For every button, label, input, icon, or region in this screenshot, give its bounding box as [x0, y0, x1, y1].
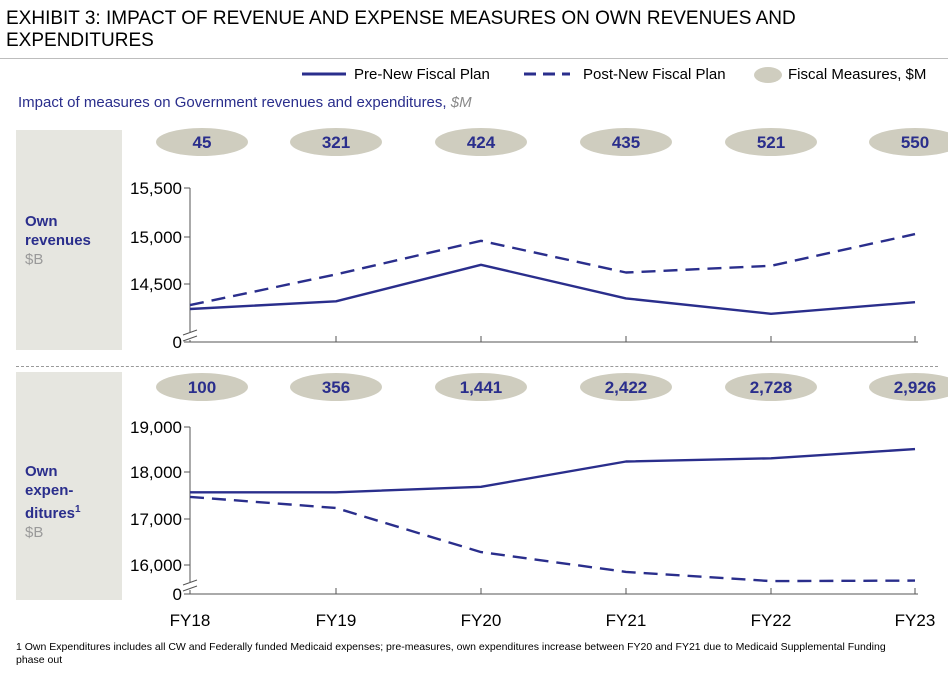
expenditures-y-tick-label-3: 16,000	[130, 556, 182, 575]
panel-separator	[16, 366, 938, 367]
expenditures-measure-value-4: 2,728	[750, 378, 793, 397]
revenues-measure-value-1: 321	[322, 133, 350, 152]
exhibit-title: EXHIBIT 3: IMPACT OF REVENUE AND EXPENSE…	[6, 8, 796, 51]
revenues-measure-pill-5	[869, 128, 948, 156]
expenditures-panel-text: Own expen- ditures1 $B	[25, 462, 81, 542]
expenditures-footnote-marker: 1	[75, 504, 81, 515]
expenditures-x-label-4: FY22	[751, 611, 792, 630]
revenues-measure-value-2: 424	[467, 133, 496, 152]
expenditures-measure-pill-1	[290, 373, 382, 401]
expenditures-x-label-0: FY18	[170, 611, 211, 630]
expenditures-axis-break-mark-1	[182, 579, 198, 586]
expenditures-y-tick-label-0: 19,000	[130, 418, 182, 437]
legend-post-label: Post-New Fiscal Plan	[583, 66, 726, 83]
legend-dashed-swatch	[524, 72, 570, 76]
revenues-measure-value-4: 521	[757, 133, 785, 152]
legend-measures-label: Fiscal Measures, $M	[788, 66, 927, 83]
expenditures-measure-pill-4	[725, 373, 817, 401]
revenues-y-tick-label-0: 15,500	[130, 179, 182, 198]
revenues-measure-value-3: 435	[612, 133, 640, 152]
expenditures-y-tick-label-1: 18,000	[130, 463, 182, 482]
expenditures-measure-pill-2	[435, 373, 527, 401]
revenues-label-line2: revenues	[25, 232, 91, 249]
revenues-unit: $B	[25, 251, 44, 268]
legend-pre-label: Pre-New Fiscal Plan	[354, 66, 490, 83]
revenues-measure-pill-0	[156, 128, 248, 156]
legend-pill-swatch	[754, 67, 782, 83]
expenditures-series-pre-line	[190, 447, 916, 494]
revenues-panel-label	[16, 130, 122, 350]
chart-subtitle: Impact of measures on Government revenue…	[18, 94, 472, 111]
expenditures-measure-pill-0	[156, 373, 248, 401]
expenditures-x-label-3: FY21	[606, 611, 647, 630]
revenues-axis-break-mark-1	[182, 329, 198, 336]
expenditures-y-tick-label-2: 17,000	[130, 510, 182, 529]
revenues-measure-pill-1	[290, 128, 382, 156]
revenues-measure-value-5: 550	[901, 133, 929, 152]
revenues-measure-pill-2	[435, 128, 527, 156]
revenues-y-tick-label-3: 0	[173, 333, 182, 352]
expenditures-measure-value-1: 356	[322, 378, 350, 397]
expenditures-y-tick-label-4: 0	[173, 585, 182, 604]
revenues-panel-text: Own revenues $B	[25, 212, 91, 269]
revenues-measure-pill-3	[580, 128, 672, 156]
revenues-series-pre-line	[189, 263, 916, 315]
expenditures-x-label-2: FY20	[461, 611, 502, 630]
revenues-label-line1: Own	[25, 213, 58, 230]
expenditures-series-post-line	[189, 495, 916, 583]
expenditures-measure-value-0: 100	[188, 378, 216, 397]
expenditures-panel-label	[16, 372, 122, 600]
expenditures-label-line3: ditures	[25, 505, 76, 522]
legend-solid-swatch	[302, 72, 346, 76]
revenues-y-tick-label-2: 14,500	[130, 275, 182, 294]
expenditures-measure-value-3: 2,422	[605, 378, 648, 397]
expenditures-x-label-1: FY19	[316, 611, 357, 630]
expenditures-unit: $B	[25, 524, 44, 541]
subtitle-unit: $M	[450, 94, 472, 111]
expenditures-measure-value-2: 1,441	[460, 378, 503, 397]
expenditures-x-label-5: FY23	[895, 611, 936, 630]
subtitle-text: Impact of measures on Government revenue…	[18, 94, 447, 111]
revenues-axis-break-mark-2	[182, 335, 198, 342]
expenditures-measure-pill-5	[869, 373, 948, 401]
expenditures-measure-value-5: 2,926	[894, 378, 937, 397]
revenues-measure-value-0: 45	[193, 133, 212, 152]
footnote: 1 Own Expenditures includes all CW and F…	[16, 641, 886, 666]
revenues-series-post-line	[189, 232, 916, 307]
title-divider	[0, 58, 948, 59]
revenues-y-tick-label-1: 15,000	[130, 228, 182, 247]
expenditures-measure-pill-3	[580, 373, 672, 401]
expenditures-label-line2: expen-	[25, 482, 74, 499]
expenditures-label-line1: Own	[25, 463, 58, 480]
revenues-measure-pill-4	[725, 128, 817, 156]
expenditures-axis-break-mark-2	[182, 585, 198, 592]
